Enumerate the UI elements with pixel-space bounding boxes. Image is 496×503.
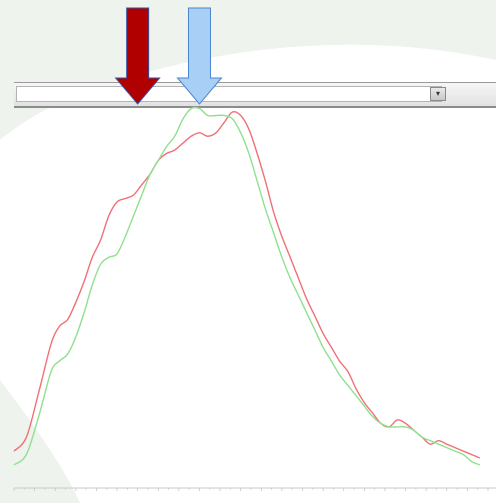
dropdown-button[interactable]: ▾ (430, 87, 446, 101)
red-down-arrow-icon (114, 7, 161, 105)
chevron-down-icon: ▾ (435, 89, 440, 98)
markers (114, 7, 223, 105)
plot-area (13, 106, 481, 466)
series-green-line (13, 106, 481, 466)
x-axis (13, 487, 496, 491)
toolbar: ▾ (14, 82, 496, 108)
series-red-line (13, 110, 481, 459)
blue-down-arrow-icon (176, 7, 223, 105)
